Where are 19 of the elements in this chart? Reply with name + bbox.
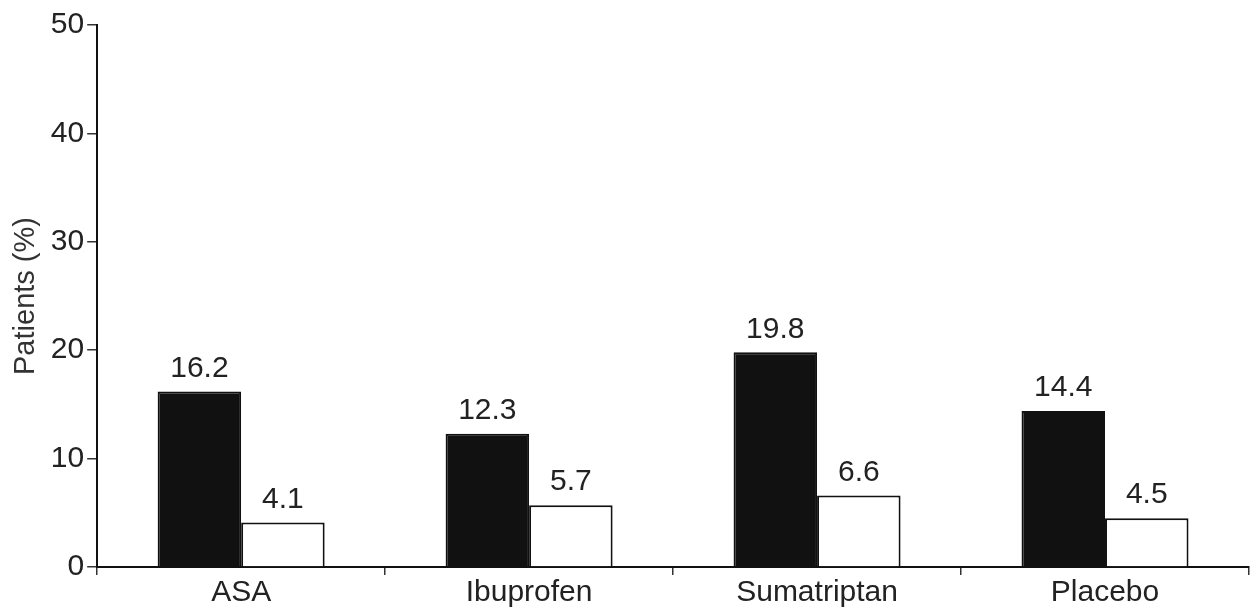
y-axis-title: Patients (%) xyxy=(8,217,41,375)
data-label: 6.6 xyxy=(837,453,880,487)
y-tick-label: 20 xyxy=(50,331,85,365)
data-label: 16.2 xyxy=(170,349,229,383)
x-tick-label: ASA xyxy=(211,574,272,608)
data-label: 14.4 xyxy=(1034,369,1093,403)
y-tick-label: 10 xyxy=(50,439,85,473)
data-label: 4.1 xyxy=(262,480,304,514)
y-tick-label: 40 xyxy=(50,114,85,148)
data-label: 12.3 xyxy=(458,391,517,425)
y-tick-label: 0 xyxy=(67,548,85,582)
data-label: 19.8 xyxy=(746,310,805,344)
x-tick-label: Ibuprofen xyxy=(465,574,593,608)
x-tick-label: Placebo xyxy=(1050,574,1160,608)
y-tick-label: 30 xyxy=(50,223,85,257)
x-tick-label: Sumatriptan xyxy=(736,574,898,608)
data-label: 5.7 xyxy=(550,463,592,497)
y-tick-label: 50 xyxy=(50,6,85,40)
data-label: 4.5 xyxy=(1125,476,1168,510)
